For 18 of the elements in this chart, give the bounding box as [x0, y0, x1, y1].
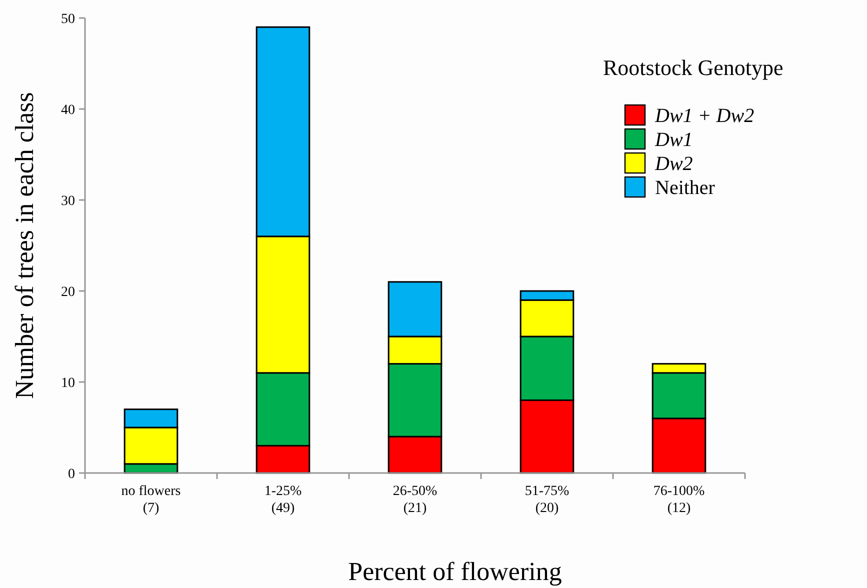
legend-title: Rootstock Genotype	[603, 55, 784, 80]
y-tick-label: 10	[61, 376, 75, 391]
legend-label: Dw2	[654, 153, 693, 175]
x-tick-label: 76-100% (12)	[653, 484, 705, 516]
x-tick-label: 26-50% (21)	[392, 484, 438, 516]
y-axis-title: Number of trees in each class	[10, 92, 39, 399]
legend-label: Dw1 + Dw2	[654, 105, 754, 127]
y-tick-label: 20	[61, 284, 75, 300]
y-tick-label: 40	[61, 102, 75, 118]
legend-label: Dw1	[654, 129, 693, 151]
y-tick-label: 30	[61, 194, 75, 209]
x-axis-title: Percent of flowering	[348, 557, 562, 586]
x-tick-label: 1-25% (49)	[264, 484, 302, 516]
y-tick-label: 0	[68, 466, 75, 482]
x-tick-label: 51-75% (20)	[524, 484, 570, 516]
y-tick-label: 50	[61, 12, 75, 27]
x-tick-label: no flowers (7)	[121, 484, 181, 516]
legend-label: Neither	[655, 177, 716, 199]
